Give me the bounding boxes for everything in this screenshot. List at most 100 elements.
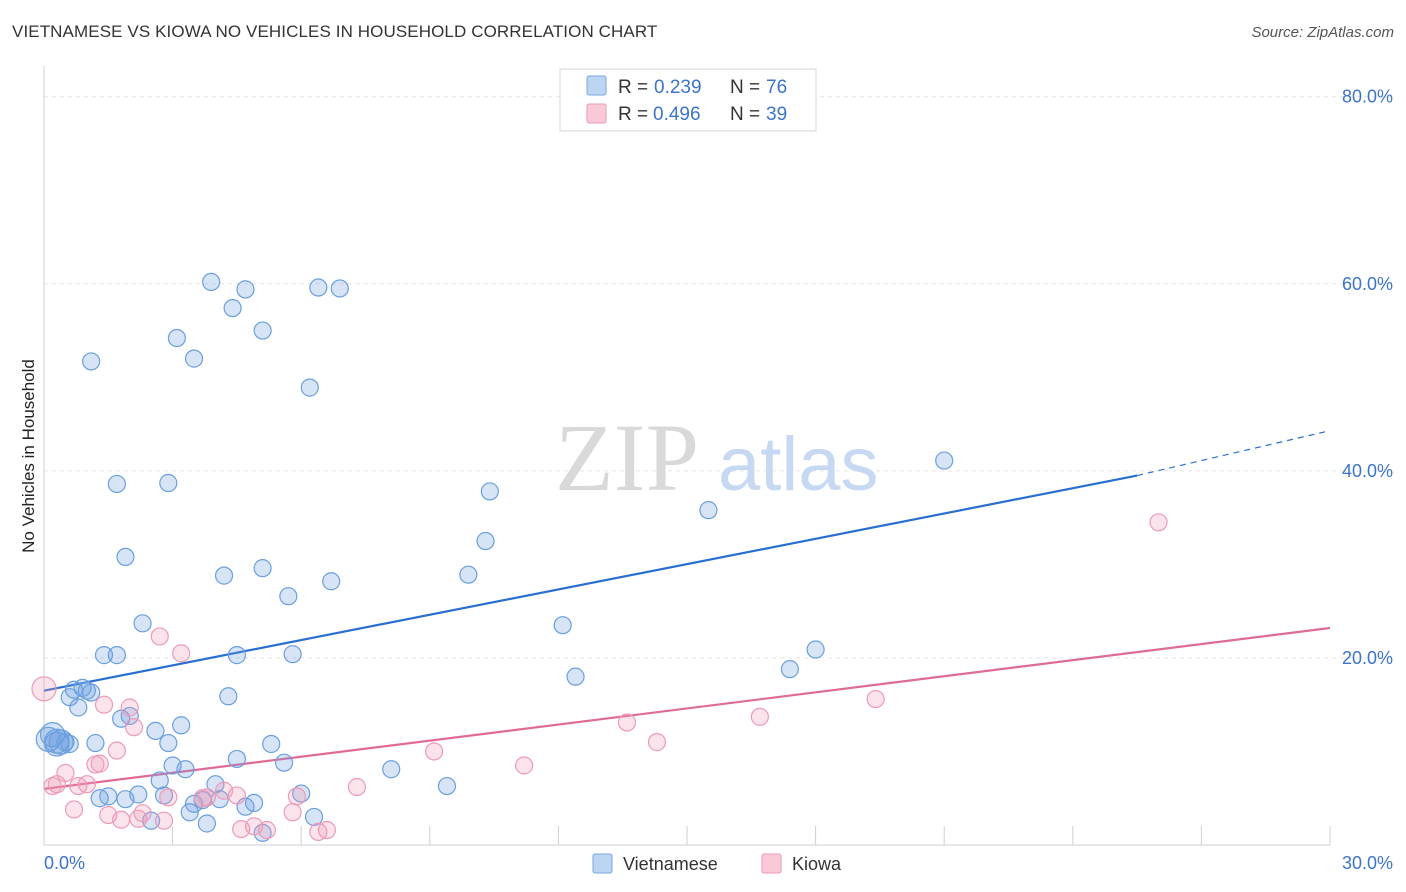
stats-legend: R = 0.239 N = 76 R = 0.496 N = 39 [559,68,817,132]
scatter-point-kiowa [515,756,534,775]
scatter-point-kiowa [283,803,302,822]
scatter-point-vietnamese [699,501,718,520]
scatter-point-vietnamese [780,660,799,679]
scatter-point-kiowa [647,733,667,752]
axes [43,66,1331,846]
series-legend-swatch-kiowa [761,853,782,874]
scatter-point-kiowa [317,820,337,840]
scatter-point-kiowa [1149,513,1168,532]
legend-r-value-vietnamese: 0.239 [654,77,702,98]
scatter-point-vietnamese [459,565,478,584]
scatter-point-vietnamese [150,771,169,790]
scatter-point-kiowa [94,695,114,714]
scatter-point-vietnamese [382,760,401,779]
scatter-point-kiowa [424,742,444,761]
x-tick-label-max: 30.0% [1342,853,1393,873]
scatter-point-vietnamese [159,473,178,493]
scatter-point-vietnamese [133,614,152,633]
watermark-zip: ZIP [555,404,699,511]
scatter-point-vietnamese [60,734,79,754]
scatter-point-vietnamese [172,716,191,735]
scatter-point-vietnamese [214,566,234,585]
scatter-point-vietnamese [176,760,195,779]
scatter-point-kiowa [77,775,96,794]
trend-line-kiowa [43,626,1331,790]
scatter-point-kiowa [287,787,307,806]
scatter-point-kiowa [197,788,216,807]
y-axis-label: No Vehicles in Household [19,359,38,553]
y-tick-labels: 20.0% 40.0% 60.0% 80.0% [1342,87,1393,668]
scatter-point-vietnamese [304,807,324,827]
scatter-point-kiowa [227,786,246,805]
scatter-point-vietnamese [274,753,294,772]
scatter-point-vietnamese [437,776,457,796]
scatter-point-vietnamese [227,646,246,665]
scatter-point-kiowa [154,811,174,830]
legend-swatch-vietnamese [586,75,607,96]
x-tick-label-min: 0.0% [44,853,85,873]
series-legend: Vietnamese Kiowa [592,853,842,874]
scatter-point-kiowa [124,718,144,737]
scatter-point-vietnamese [69,698,88,717]
scatter-point-vietnamese [262,734,281,754]
y-tick-label: 20.0% [1342,648,1393,668]
scatter-point-vietnamese [219,687,238,706]
scatter-point-vietnamese [146,721,165,740]
chart-title: VIETNAMESE VS KIOWA NO VEHICLES IN HOUSE… [12,22,658,41]
scatter-point-vietnamese [223,299,242,318]
scatter-point-vietnamese [806,640,825,659]
scatter-point-vietnamese [116,547,135,567]
trend-line-extension-vietnamese [1136,430,1331,477]
scatter-point-vietnamese [480,482,499,501]
scatter-point-vietnamese [476,531,495,551]
trend-lines [43,430,1331,790]
scatter-point-vietnamese [82,683,101,702]
scatter-point-vietnamese [322,572,341,591]
legend-n-value-kiowa: 39 [766,104,787,125]
scatter-point-vietnamese [236,280,255,299]
scatter-point-kiowa [150,627,169,646]
legend-r-label-kiowa: R = [618,104,648,125]
scatter-point-kiowa [257,820,277,840]
scatter-point-vietnamese [180,803,199,822]
scatter-point-vietnamese [283,645,302,664]
scatter-point-vietnamese [309,278,328,297]
watermark-atlas: atlas [718,422,879,507]
trend-line-vietnamese [43,474,1138,692]
y-tick-label: 40.0% [1342,461,1393,481]
scatter-points [31,272,1168,842]
source-credit: Source: ZipAtlas.com [1251,24,1394,41]
legend-n-value-vietnamese: 76 [766,77,787,98]
scatter-point-vietnamese [935,451,954,470]
legend-r-value-kiowa: 0.496 [653,104,701,125]
scatter-point-kiowa [133,804,152,823]
scatter-point-kiowa [90,754,109,773]
scatter-point-vietnamese [253,559,272,578]
scatter-point-vietnamese [35,726,61,752]
scatter-point-vietnamese [300,378,319,397]
scatter-point-kiowa [120,698,139,717]
legend-n-label-vietnamese: N = [730,77,760,98]
scatter-point-vietnamese [99,787,118,806]
scatter-point-vietnamese [566,667,585,686]
series-legend-label-kiowa: Kiowa [792,854,842,874]
y-tick-label: 60.0% [1342,274,1393,294]
scatter-point-vietnamese [553,616,572,635]
legend-swatch-kiowa [586,103,607,124]
scatter-point-kiowa [31,676,57,702]
scatter-point-kiowa [617,713,637,732]
scatter-point-vietnamese [82,352,101,371]
scatter-point-kiowa [172,644,191,663]
scatter-point-kiowa [750,707,769,726]
scatter-point-vietnamese [227,749,246,769]
scatter-point-kiowa [159,788,178,807]
scatter-point-vietnamese [253,321,272,340]
y-tick-label: 80.0% [1342,87,1393,107]
scatter-point-vietnamese [129,785,148,804]
scatter-point-vietnamese [202,272,221,292]
scatter-point-kiowa [347,777,367,797]
scatter-point-vietnamese [184,349,204,368]
series-legend-swatch-vietnamese [592,853,613,874]
scatter-point-kiowa [56,763,75,783]
